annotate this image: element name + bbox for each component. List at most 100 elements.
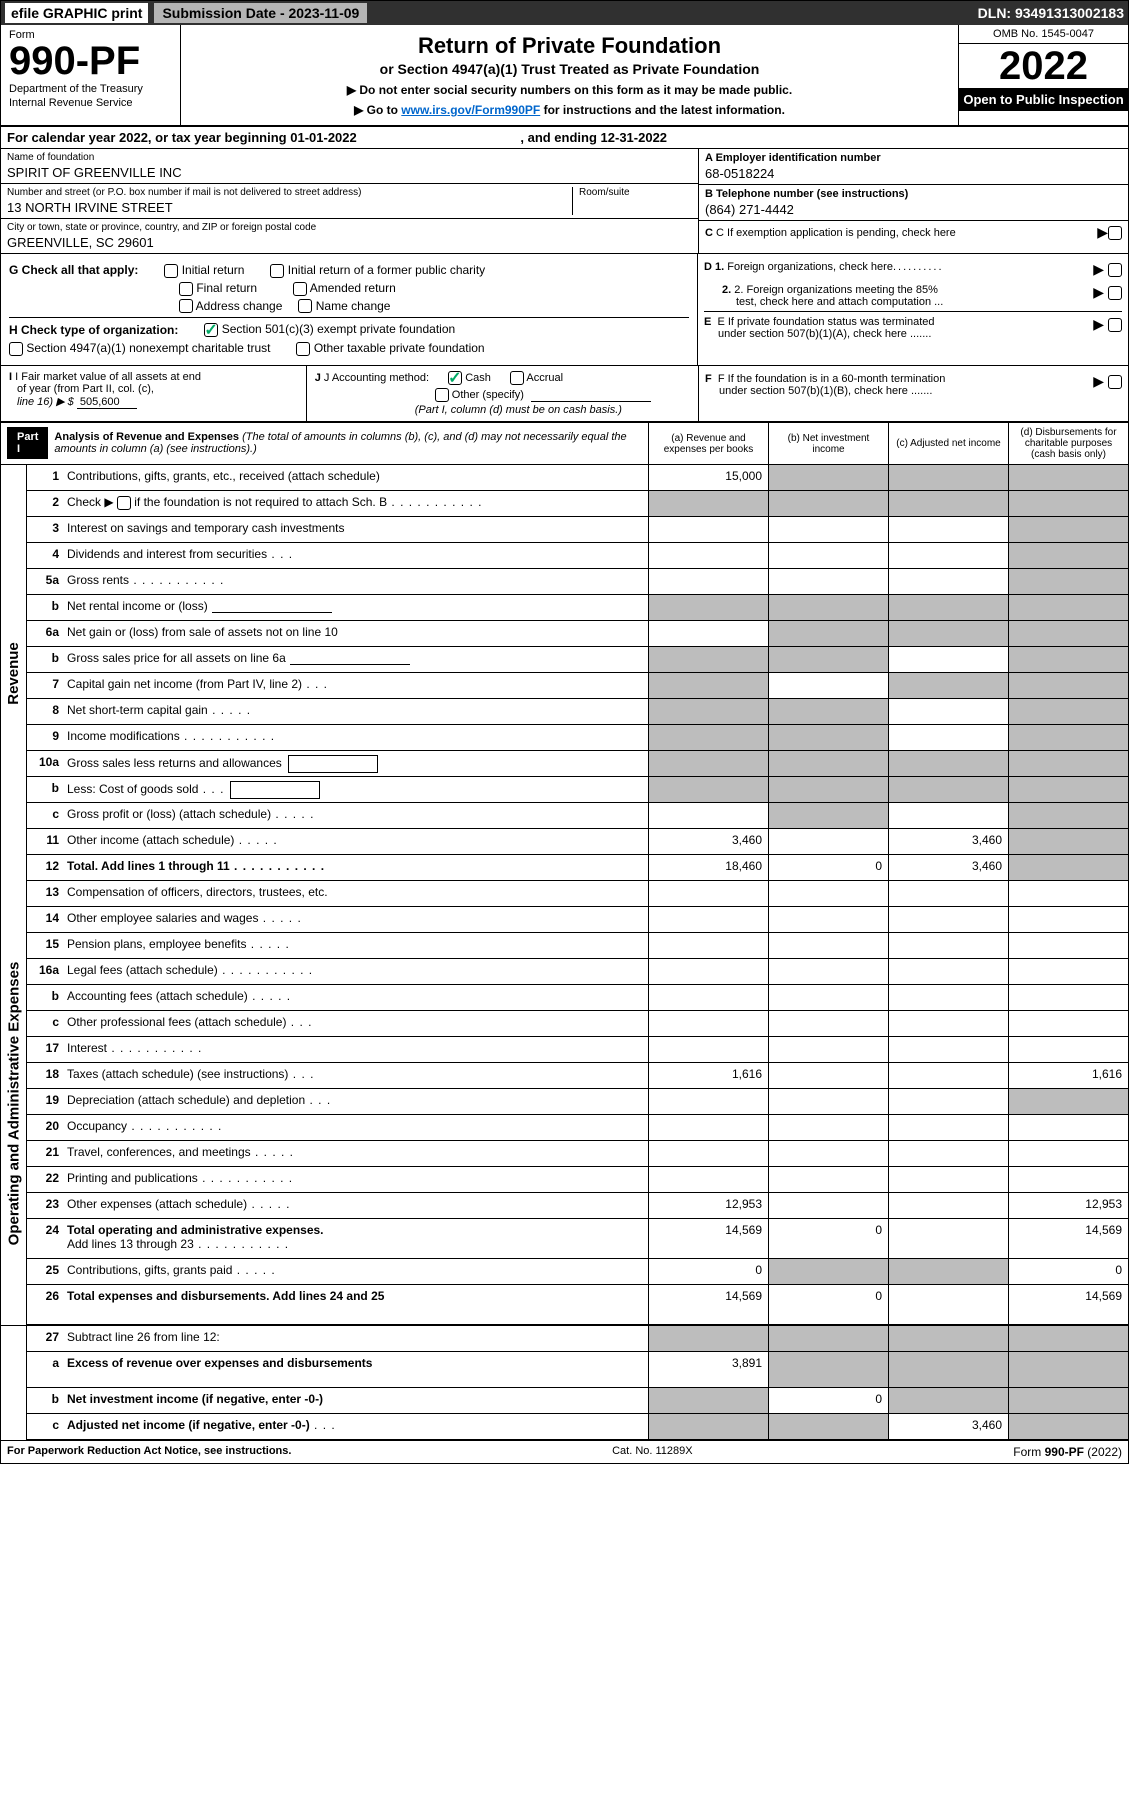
line-6a: 6aNet gain or (loss) from sale of assets… xyxy=(27,621,1128,647)
final-return-checkbox[interactable] xyxy=(179,282,193,296)
accrual-checkbox[interactable] xyxy=(510,371,524,385)
summary-rows: 27Subtract line 26 from line 12: aExcess… xyxy=(27,1326,1128,1440)
checks-left: G Check all that apply: Initial return I… xyxy=(1,254,698,365)
line-27c: cAdjusted net income (if negative, enter… xyxy=(27,1414,1128,1440)
line-13: 13Compensation of officers, directors, t… xyxy=(27,881,1128,907)
initial-former-checkbox[interactable] xyxy=(270,264,284,278)
name-change-checkbox[interactable] xyxy=(298,299,312,313)
id-right: A Employer identification number 68-0518… xyxy=(698,149,1128,253)
expenses-label: Operating and Administrative Expenses xyxy=(1,881,27,1325)
city-state-zip: GREENVILLE, SC 29601 xyxy=(7,235,692,250)
line-1: 1Contributions, gifts, grants, etc., rec… xyxy=(27,465,1128,491)
revenue-rows: 1Contributions, gifts, grants, etc., rec… xyxy=(27,465,1128,881)
street-address: 13 NORTH IRVINE STREET xyxy=(7,200,572,215)
e-row: E E If private foundation status was ter… xyxy=(704,311,1122,343)
line-10a: 10aGross sales less returns and allowanc… xyxy=(27,751,1128,777)
line-18: 18Taxes (attach schedule) (see instructi… xyxy=(27,1063,1128,1089)
dln-number: DLN: 93491313002183 xyxy=(978,5,1124,21)
form-header: Form 990-PF Department of the Treasury I… xyxy=(1,25,1128,127)
line-21: 21Travel, conferences, and meetings xyxy=(27,1141,1128,1167)
page-footer: For Paperwork Reduction Act Notice, see … xyxy=(1,1440,1128,1463)
footer-left: For Paperwork Reduction Act Notice, see … xyxy=(7,1445,291,1459)
checks-section: G Check all that apply: Initial return I… xyxy=(1,254,1128,365)
line-7: 7Capital gain net income (from Part IV, … xyxy=(27,673,1128,699)
arrow-icon: ▶ xyxy=(1093,316,1104,333)
501c3-checkbox[interactable] xyxy=(204,323,218,337)
goto-link-line: ▶ Go to www.irs.gov/Form990PF for instru… xyxy=(187,103,952,117)
line-11: 11Other income (attach schedule)3,4603,4… xyxy=(27,829,1128,855)
summary-grid: 27Subtract line 26 from line 12: aExcess… xyxy=(1,1325,1128,1440)
h-row: H Check type of organization: Section 50… xyxy=(9,317,689,337)
d2-row: 2. 2. Foreign organizations meeting the … xyxy=(704,281,1122,311)
initial-return-checkbox[interactable] xyxy=(164,264,178,278)
form-subtitle: or Section 4947(a)(1) Trust Treated as P… xyxy=(187,61,952,77)
line-3: 3Interest on savings and temporary cash … xyxy=(27,517,1128,543)
g-row3: Address change Name change xyxy=(179,299,689,314)
expenses-grid: Operating and Administrative Expenses 13… xyxy=(1,881,1128,1325)
other-method-checkbox[interactable] xyxy=(435,388,449,402)
line-27: 27Subtract line 26 from line 12: xyxy=(27,1326,1128,1352)
form990pf-link[interactable]: www.irs.gov/Form990PF xyxy=(401,103,540,117)
id-left: Name of foundation SPIRIT OF GREENVILLE … xyxy=(1,149,698,253)
e-checkbox[interactable] xyxy=(1108,318,1122,332)
address-cell: Number and street (or P.O. box number if… xyxy=(1,184,698,219)
arrow-icon: ▶ xyxy=(1097,224,1108,241)
dept-irs: Internal Revenue Service xyxy=(9,97,172,109)
exemption-pending-cell: C C If exemption application is pending,… xyxy=(699,221,1128,244)
exemption-checkbox[interactable] xyxy=(1108,226,1122,240)
f-checkbox[interactable] xyxy=(1108,375,1122,389)
open-inspection: Open to Public Inspection xyxy=(959,88,1128,111)
cash-checkbox[interactable] xyxy=(448,371,462,385)
line-10b: bLess: Cost of goods sold xyxy=(27,777,1128,803)
line-6b: bGross sales price for all assets on lin… xyxy=(27,647,1128,673)
line-15: 15Pension plans, employee benefits xyxy=(27,933,1128,959)
ein-value: 68-0518224 xyxy=(705,166,1122,181)
line-23: 23Other expenses (attach schedule)12,953… xyxy=(27,1193,1128,1219)
f-block: F F If the foundation is in a 60-month t… xyxy=(698,366,1128,421)
foundation-name-cell: Name of foundation SPIRIT OF GREENVILLE … xyxy=(1,149,698,184)
form-page: efile GRAPHIC print Submission Date - 20… xyxy=(0,0,1129,1464)
accounting-cell: J J Accounting method: Cash Accrual Othe… xyxy=(307,366,698,421)
h-row2: Section 4947(a)(1) nonexempt charitable … xyxy=(9,341,689,356)
other-taxable-checkbox[interactable] xyxy=(296,342,310,356)
arrow-icon: ▶ xyxy=(1093,284,1104,301)
line-12: 12Total. Add lines 1 through 1118,46003,… xyxy=(27,855,1128,881)
form-title: Return of Private Foundation xyxy=(187,33,952,59)
phone-value: (864) 271-4442 xyxy=(705,202,1122,217)
line-5a: 5aGross rents xyxy=(27,569,1128,595)
d1-checkbox[interactable] xyxy=(1108,263,1122,277)
form-title-block: Return of Private Foundation or Section … xyxy=(181,25,958,125)
top-bar: efile GRAPHIC print Submission Date - 20… xyxy=(1,1,1128,25)
expenses-rows: 13Compensation of officers, directors, t… xyxy=(27,881,1128,1325)
omb-number: OMB No. 1545-0047 xyxy=(959,25,1128,44)
part1-title: Part I Analysis of Revenue and Expenses … xyxy=(1,423,648,464)
col-c-header: (c) Adjusted net income xyxy=(888,423,1008,464)
line-4: 4Dividends and interest from securities xyxy=(27,543,1128,569)
line-25: 25Contributions, gifts, grants paid00 xyxy=(27,1259,1128,1285)
line-20: 20Occupancy xyxy=(27,1115,1128,1141)
d2-checkbox[interactable] xyxy=(1108,286,1122,300)
addr-change-checkbox[interactable] xyxy=(179,299,193,313)
checks-right: D 1. Foreign organizations, check here..… xyxy=(698,254,1128,365)
schb-checkbox[interactable] xyxy=(117,496,131,510)
submission-date: Submission Date - 2023-11-09 xyxy=(154,3,367,23)
line-8: 8Net short-term capital gain xyxy=(27,699,1128,725)
line-2: 2Check ▶ if the foundation is not requir… xyxy=(27,491,1128,517)
amended-checkbox[interactable] xyxy=(293,282,307,296)
form-id-block: Form 990-PF Department of the Treasury I… xyxy=(1,25,181,125)
ssn-warning: ▶ Do not enter social security numbers o… xyxy=(187,83,952,97)
phone-cell: B Telephone number (see instructions) (8… xyxy=(699,185,1128,221)
line-16b: bAccounting fees (attach schedule) xyxy=(27,985,1128,1011)
line-14: 14Other employee salaries and wages xyxy=(27,907,1128,933)
col-a-header: (a) Revenue and expenses per books xyxy=(648,423,768,464)
line-26: 26Total expenses and disbursements. Add … xyxy=(27,1285,1128,1325)
efile-badge: efile GRAPHIC print xyxy=(5,3,148,23)
room-label: Room/suite xyxy=(579,187,692,198)
4947-checkbox[interactable] xyxy=(9,342,23,356)
line-27b: bNet investment income (if negative, ent… xyxy=(27,1388,1128,1414)
g-row: G Check all that apply: Initial return I… xyxy=(9,263,689,278)
fmv-value: 505,600 xyxy=(77,396,137,409)
arrow-icon: ▶ xyxy=(1093,261,1104,278)
form-number: 990-PF xyxy=(9,41,172,81)
footer-mid: Cat. No. 11289X xyxy=(612,1445,693,1459)
